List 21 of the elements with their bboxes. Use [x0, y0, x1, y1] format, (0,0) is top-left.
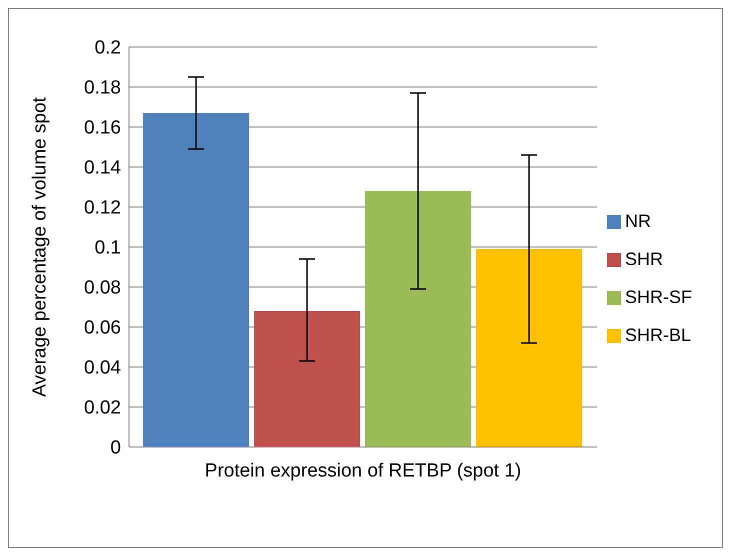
legend-label: SHR: [625, 249, 664, 269]
y-tick-label: 0.12: [84, 198, 121, 219]
y-tick-label: 0.06: [84, 318, 121, 339]
y-tick-label: 0.04: [84, 358, 122, 379]
y-tick-label: 0.1: [94, 238, 121, 259]
y-tick-label: 0.14: [84, 158, 122, 179]
legend-label: SHR-BL: [625, 325, 692, 345]
bar: [254, 311, 360, 447]
y-axis-title: Average percentage of volume spot: [30, 96, 51, 397]
y-tick-label: 0.16: [84, 118, 121, 139]
y-tick-label: 0.08: [84, 278, 121, 299]
bar: [365, 191, 472, 447]
y-tick-label: 0.2: [94, 38, 121, 59]
bar: [476, 249, 582, 447]
y-tick-label: 0: [110, 438, 121, 459]
y-tick-label: 0.18: [84, 78, 121, 99]
x-axis-title: Protein expression of RETBP (spot 1): [204, 460, 522, 482]
y-tick-label: 0.02: [84, 398, 121, 419]
bar: [143, 113, 250, 447]
legend-label: NR: [625, 211, 651, 231]
legend-label: SHR-SF: [625, 287, 692, 307]
